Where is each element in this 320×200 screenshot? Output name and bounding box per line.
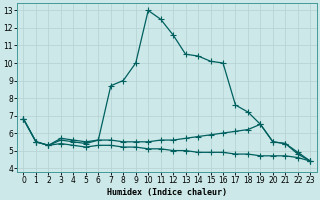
X-axis label: Humidex (Indice chaleur): Humidex (Indice chaleur) bbox=[107, 188, 227, 197]
